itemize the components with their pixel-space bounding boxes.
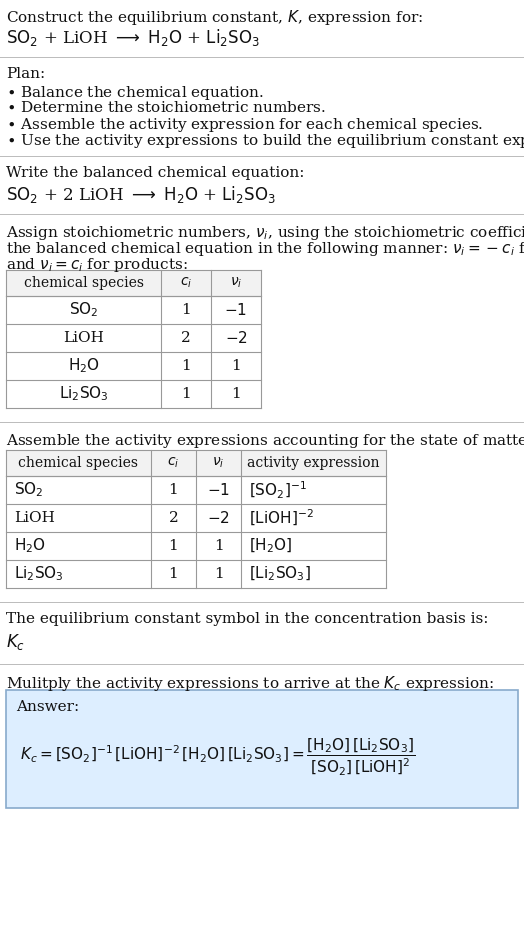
Text: $\bullet$ Assemble the activity expression for each chemical species.: $\bullet$ Assemble the activity expressi… [6,116,483,134]
Text: The equilibrium constant symbol in the concentration basis is:: The equilibrium constant symbol in the c… [6,612,488,626]
Text: $\mathrm{H_2O}$: $\mathrm{H_2O}$ [14,536,46,555]
Text: LiOH: LiOH [14,511,55,525]
Text: 1: 1 [231,387,241,401]
Text: the balanced chemical equation in the following manner: $\nu_i = -c_i$ for react: the balanced chemical equation in the fo… [6,240,524,258]
Text: 2: 2 [169,511,178,525]
Text: 1: 1 [214,567,223,581]
Text: $\bullet$ Determine the stoichiometric numbers.: $\bullet$ Determine the stoichiometric n… [6,100,326,115]
Text: $[\mathrm{Li_2SO_3}]$: $[\mathrm{Li_2SO_3}]$ [249,565,311,583]
Text: $\bullet$ Use the activity expressions to build the equilibrium constant express: $\bullet$ Use the activity expressions t… [6,132,524,150]
Text: $\mathrm{Li_2SO_3}$: $\mathrm{Li_2SO_3}$ [59,384,108,403]
Text: chemical species: chemical species [18,456,138,470]
Text: $[\mathrm{H_2O}]$: $[\mathrm{H_2O}]$ [249,536,292,555]
Bar [6,450,386,476]
Text: Construct the equilibrium constant, $K$, expression for:: Construct the equilibrium constant, $K$,… [6,8,423,27]
Bar [6,270,261,296]
Text: 1: 1 [169,567,178,581]
Text: $\mathrm{SO_2}$: $\mathrm{SO_2}$ [14,480,43,499]
Text: $\mathrm{H_2O}$: $\mathrm{H_2O}$ [68,357,100,376]
Text: 2: 2 [181,331,191,345]
Text: $K_c = [\mathrm{SO_2}]^{-1}\,[\mathrm{LiOH}]^{-2}\,[\mathrm{H_2O}]\,[\mathrm{Li_: $K_c = [\mathrm{SO_2}]^{-1}\,[\mathrm{Li… [20,736,415,777]
Text: $\mathrm{SO_2}$ + LiOH $\longrightarrow$ $\mathrm{H_2O}$ + $\mathrm{Li_2SO_3}$: $\mathrm{SO_2}$ + LiOH $\longrightarrow$… [6,27,260,48]
Text: $\nu_i$: $\nu_i$ [230,276,242,290]
Text: $K_c$: $K_c$ [6,632,25,652]
Text: Assemble the activity expressions accounting for the state of matter and $\nu_i$: Assemble the activity expressions accoun… [6,432,524,450]
Text: 1: 1 [169,483,178,497]
Text: Answer:: Answer: [16,700,79,714]
Text: 1: 1 [181,359,191,373]
Text: $[\mathrm{LiOH}]^{-2}$: $[\mathrm{LiOH}]^{-2}$ [249,508,314,528]
Text: activity expression: activity expression [247,456,380,470]
Text: Assign stoichiometric numbers, $\nu_i$, using the stoichiometric coefficients, $: Assign stoichiometric numbers, $\nu_i$, … [6,224,524,242]
Text: chemical species: chemical species [24,276,144,290]
Text: $[\mathrm{SO_2}]^{-1}$: $[\mathrm{SO_2}]^{-1}$ [249,479,307,500]
Text: Mulitply the activity expressions to arrive at the $K_c$ expression:: Mulitply the activity expressions to arr… [6,674,494,693]
Text: $\mathrm{Li_2SO_3}$: $\mathrm{Li_2SO_3}$ [14,565,64,583]
Text: $-1$: $-1$ [207,482,230,498]
Text: 1: 1 [231,359,241,373]
FancyBboxPatch shape [6,690,518,808]
Text: $-2$: $-2$ [207,510,230,526]
Text: 1: 1 [214,539,223,553]
Text: $\mathrm{SO_2}$: $\mathrm{SO_2}$ [69,301,99,320]
Text: 1: 1 [181,387,191,401]
Text: LiOH: LiOH [63,331,104,345]
Text: Plan:: Plan: [6,67,45,81]
Text: $-1$: $-1$ [224,302,247,318]
Text: 1: 1 [181,303,191,317]
Text: $\bullet$ Balance the chemical equation.: $\bullet$ Balance the chemical equation. [6,84,264,102]
Text: Write the balanced chemical equation:: Write the balanced chemical equation: [6,166,304,180]
Text: $c_i$: $c_i$ [180,276,192,290]
Text: and $\nu_i = c_i$ for products:: and $\nu_i = c_i$ for products: [6,256,188,274]
Text: $-2$: $-2$ [225,330,247,346]
Text: $\nu_i$: $\nu_i$ [212,456,225,470]
Text: $c_i$: $c_i$ [167,456,180,470]
Text: 1: 1 [169,539,178,553]
Text: $\mathrm{SO_2}$ + 2 LiOH $\longrightarrow$ $\mathrm{H_2O}$ + $\mathrm{Li_2SO_3}$: $\mathrm{SO_2}$ + 2 LiOH $\longrightarro… [6,184,276,205]
